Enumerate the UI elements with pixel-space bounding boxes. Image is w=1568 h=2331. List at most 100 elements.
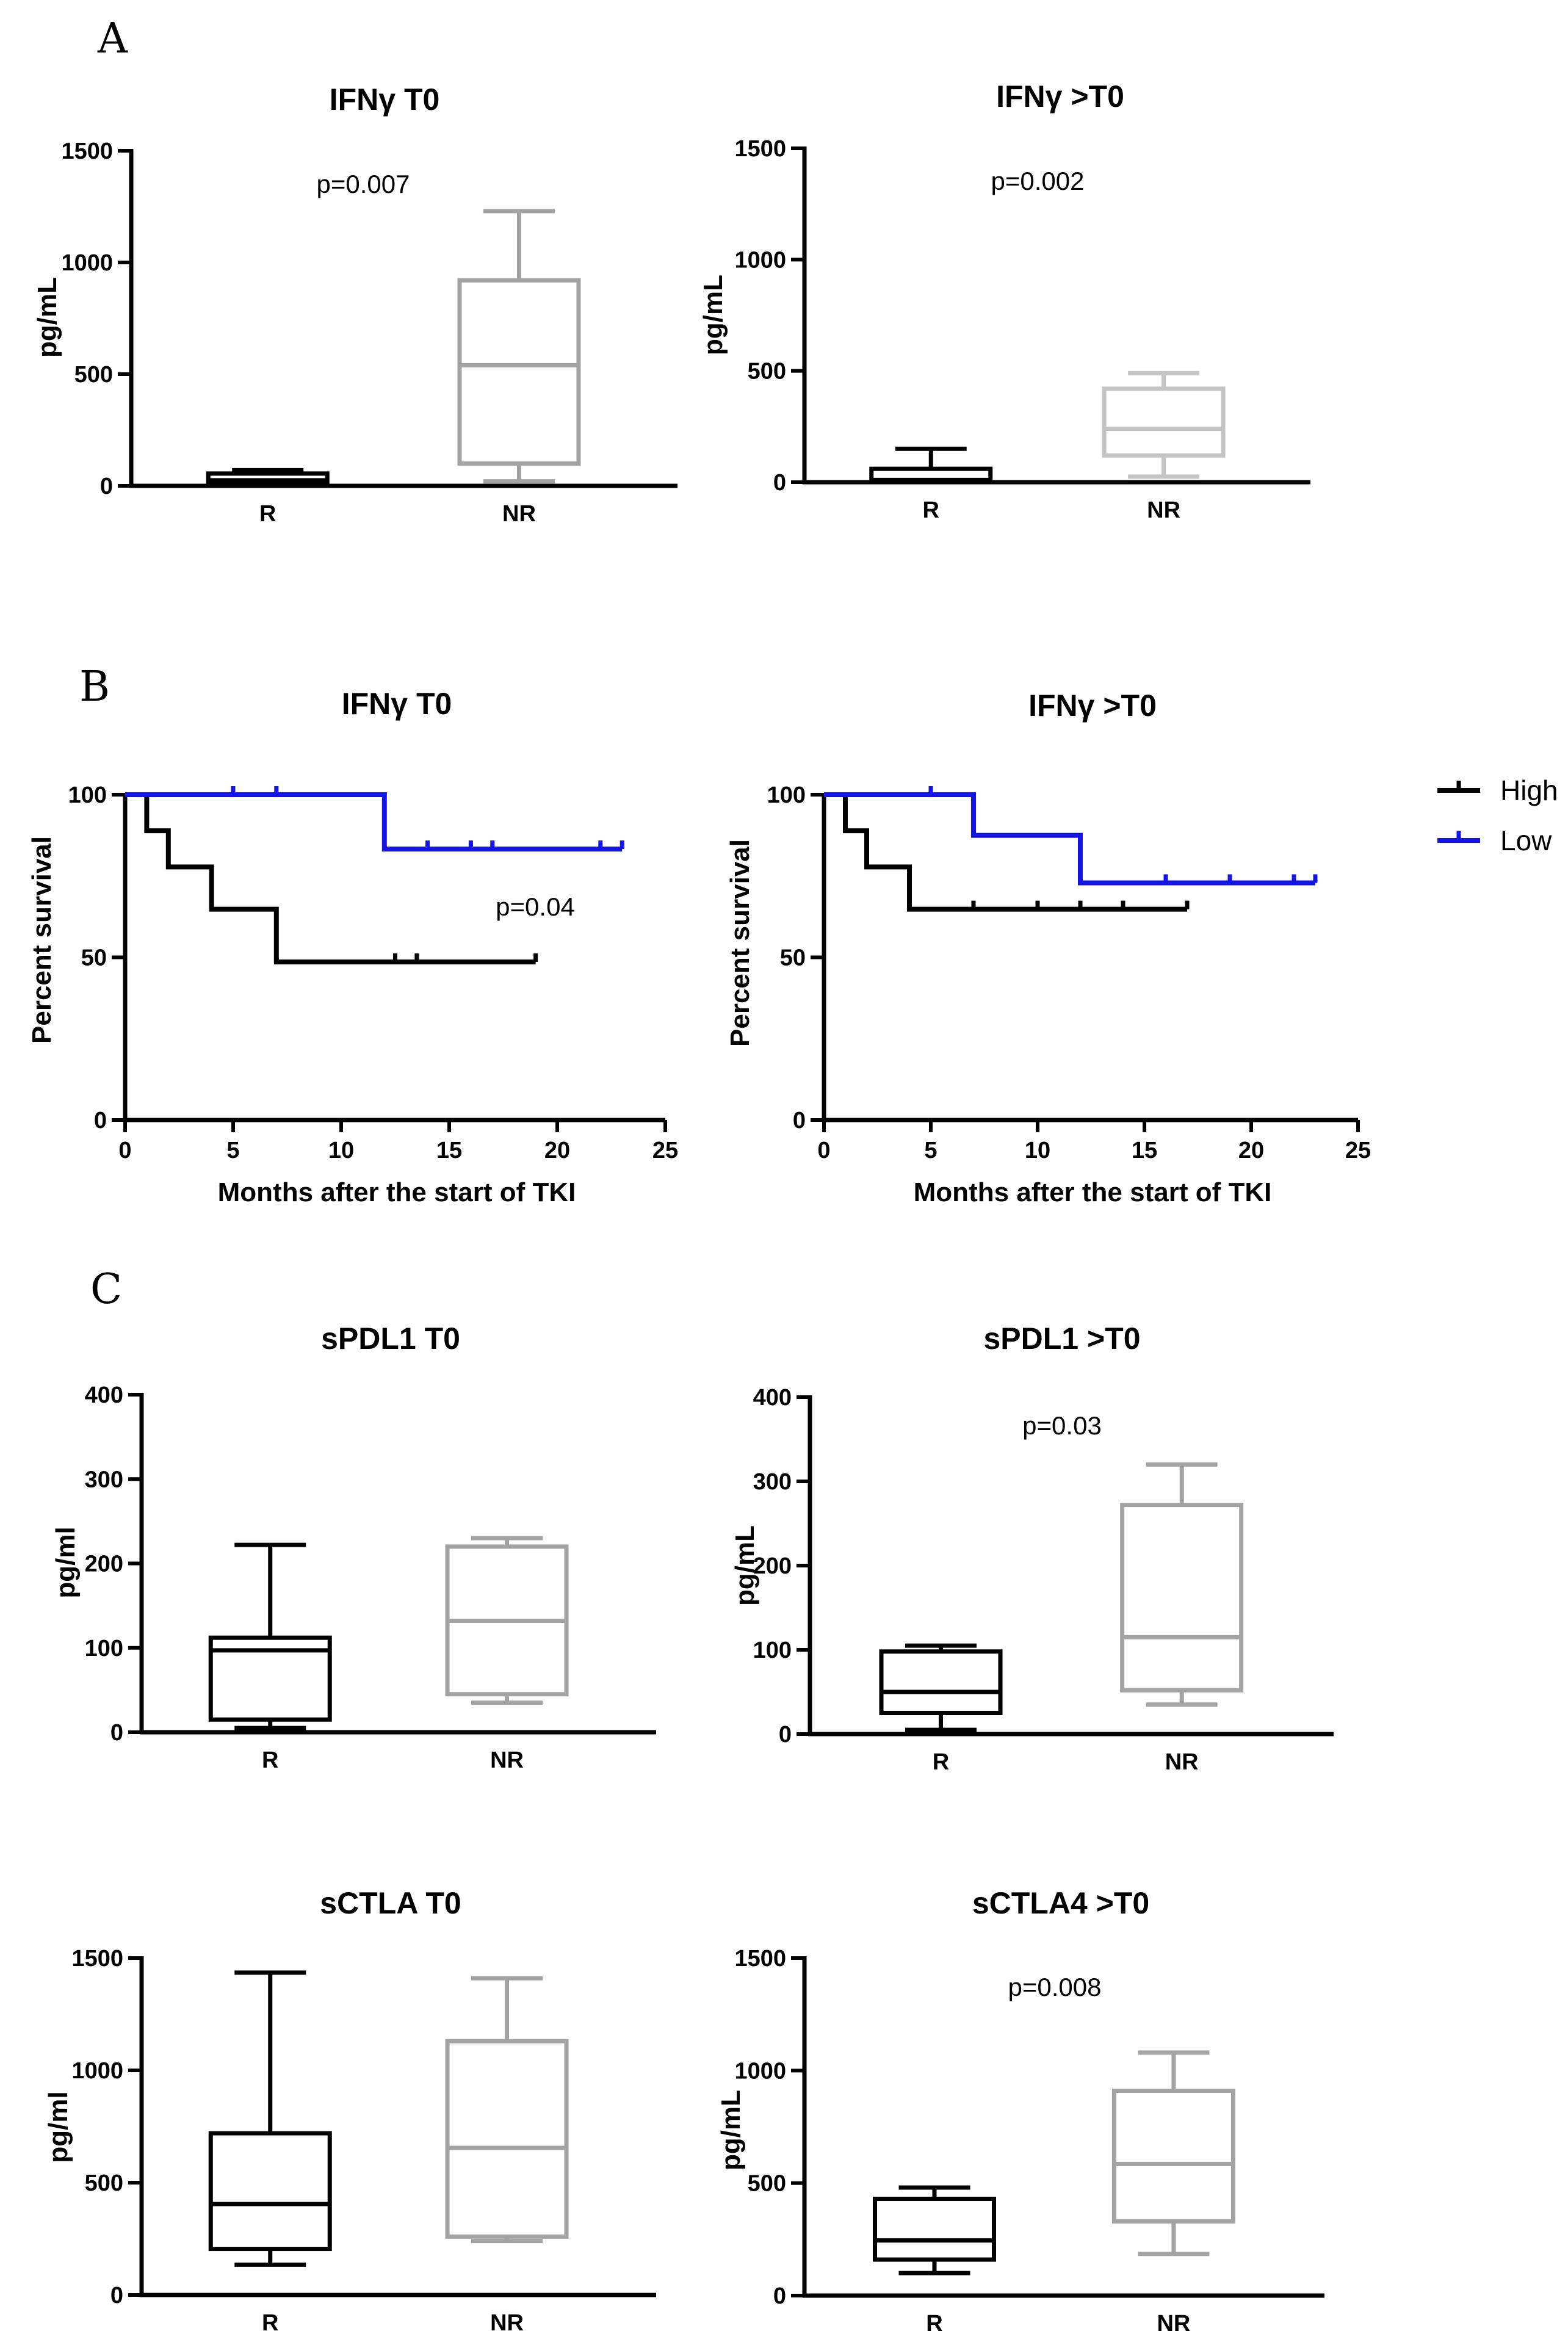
box-nr <box>457 278 581 466</box>
x-tick-label: 15 <box>1132 1138 1157 1163</box>
y-axis-label: Percent survival <box>725 839 755 1047</box>
box-r <box>873 2196 996 2262</box>
ifng-gt0-km: IFNγ >T0 Percent survival 0 50 100 0 5 10 15 20 25… <box>725 688 1371 1207</box>
y-tick-label: 1000 <box>61 250 113 276</box>
y-tick-label: 1000 <box>734 247 786 273</box>
box-nr <box>1102 386 1226 458</box>
y-tick-label: 1500 <box>61 139 113 164</box>
y-tick-label: 500 <box>85 2170 123 2196</box>
y-tick-label: 1500 <box>71 1946 123 1971</box>
y-tick-label: 400 <box>753 1385 792 1411</box>
y-axis-label: pg/mL <box>32 277 62 358</box>
chart-title: IFNγ T0 <box>342 687 452 721</box>
y-tick-label: 1500 <box>734 1946 786 1971</box>
x-category-label: NR <box>1165 1749 1199 1775</box>
y-axis-label: pg/mL <box>716 2090 746 2170</box>
y-tick-label: 0 <box>110 1720 123 1746</box>
chart-title: sPDL1 >T0 <box>983 1321 1140 1356</box>
y-tick-label: 100 <box>68 782 107 808</box>
y-tick-label: 100 <box>85 1636 123 1661</box>
x-category-label: R <box>933 1749 949 1775</box>
y-tick-label: 0 <box>110 2283 123 2308</box>
box-nr <box>1111 2089 1235 2224</box>
panel-label-a: A <box>97 15 128 63</box>
box-nr <box>445 2039 569 2239</box>
ifng-t0-box: IFNγ T0 pg/mL 0 500 1000 1500 p=0.007 R NR <box>32 82 677 527</box>
box-r <box>879 1649 1003 1716</box>
x-category-label: R <box>923 497 939 523</box>
chart-title: IFNγ T0 <box>330 82 440 117</box>
survival-legend: High Low <box>1437 775 1558 856</box>
x-category-label: R <box>926 2311 942 2331</box>
chart-title: IFNγ >T0 <box>996 79 1124 114</box>
spdl1-gt0-box: sPDL1 >T0 pg/mL 0 100 200 300 400 p=0.03 R NR <box>730 1321 1334 1775</box>
box-nr <box>1120 1503 1244 1693</box>
x-tick-label: 10 <box>1025 1138 1050 1163</box>
y-tick-label: 50 <box>81 945 107 971</box>
x-category-label: NR <box>502 501 536 527</box>
ifng-t0-km: IFNγ T0 Percent survival 0 50 100 p=0.04 0 5 10 1… <box>27 687 678 1207</box>
y-tick-label: 0 <box>793 1108 806 1133</box>
legend-label-high: High <box>1500 775 1558 806</box>
x-tick-label: 5 <box>924 1138 937 1163</box>
x-category-label: NR <box>490 1747 524 1773</box>
p-value: p=0.03 <box>1022 1411 1102 1440</box>
panel-label-c: C <box>90 1265 122 1314</box>
x-tick-label: 10 <box>328 1138 354 1163</box>
y-tick-label: 200 <box>85 1552 123 1577</box>
chart-title: IFNγ >T0 <box>1028 688 1157 723</box>
y-tick-label: 200 <box>753 1553 792 1579</box>
chart-title: sPDL1 T0 <box>321 1321 460 1356</box>
chart-title: sCTLA4 >T0 <box>972 1886 1149 1920</box>
p-value: p=0.002 <box>991 167 1085 195</box>
x-tick-label: 25 <box>652 1138 678 1163</box>
sctla-t0-box: sCTLA T0 pg/ml 0 500 1000 1500 R NR <box>43 1886 656 2331</box>
x-category-label: R <box>262 2310 278 2331</box>
y-tick-label: 1000 <box>734 2058 786 2084</box>
x-axis-label: Months after the start of TKI <box>914 1177 1272 1207</box>
y-tick-label: 50 <box>780 945 806 971</box>
y-tick-label: 100 <box>753 1638 792 1663</box>
y-tick-label: 0 <box>773 470 786 496</box>
y-axis-label: pg/ml <box>51 1527 81 1598</box>
spdl1-t0-box: sPDL1 T0 pg/ml 0 100 200 300 400 R NR <box>51 1321 656 1773</box>
survival-curve-low <box>125 792 623 852</box>
x-category-label: R <box>259 501 276 527</box>
y-axis-label: Percent survival <box>27 836 57 1044</box>
x-tick-label: 15 <box>436 1138 462 1163</box>
x-category-label: NR <box>1147 497 1180 523</box>
y-axis-label: pg/mL <box>698 275 728 355</box>
chart-title: sCTLA T0 <box>320 1886 461 1920</box>
x-category-label: NR <box>1157 2311 1190 2331</box>
y-tick-label: 300 <box>753 1469 792 1495</box>
x-tick-label: 0 <box>118 1138 131 1163</box>
y-axis-label: pg/ml <box>43 2091 73 2163</box>
survival-curve-high <box>125 792 536 964</box>
y-tick-label: 0 <box>779 1722 792 1747</box>
y-tick-label: 0 <box>100 474 113 499</box>
y-tick-label: 0 <box>773 2283 786 2309</box>
y-tick-label: 0 <box>94 1108 107 1133</box>
p-value: p=0.04 <box>496 892 575 921</box>
x-axis-label: Months after the start of TKI <box>218 1177 576 1207</box>
panel-label-b: B <box>79 663 110 711</box>
p-value: p=0.008 <box>1008 1973 1102 2001</box>
y-tick-label: 500 <box>74 362 113 388</box>
y-tick-label: 500 <box>748 359 786 385</box>
y-tick-label: 1500 <box>734 136 786 162</box>
y-axis-label: pg/mL <box>730 1525 760 1606</box>
x-category-label: NR <box>490 2310 524 2331</box>
x-tick-label: 5 <box>226 1138 239 1163</box>
x-tick-label: 25 <box>1345 1138 1371 1163</box>
survival-curve-high <box>824 792 1187 912</box>
x-category-label: R <box>262 1747 278 1773</box>
legend-label-low: Low <box>1500 825 1552 856</box>
ifng-gt0-box: IFNγ >T0 pg/mL 0 500 1000 1500 p=0.002 R NR <box>698 79 1310 523</box>
y-tick-label: 300 <box>85 1467 123 1492</box>
survival-curve-low <box>824 792 1315 886</box>
y-tick-label: 400 <box>85 1382 123 1408</box>
p-value: p=0.007 <box>317 170 410 198</box>
y-tick-label: 1000 <box>71 2058 123 2084</box>
box-r <box>208 2131 332 2252</box>
